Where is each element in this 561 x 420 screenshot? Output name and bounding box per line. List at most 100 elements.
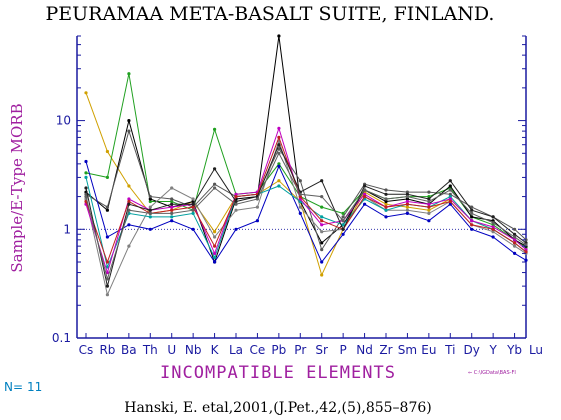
data-point xyxy=(427,190,431,194)
data-point xyxy=(384,192,388,196)
data-point xyxy=(341,219,345,223)
data-point xyxy=(363,202,367,206)
data-point xyxy=(148,215,152,219)
data-point xyxy=(320,260,324,264)
data-point xyxy=(255,197,259,201)
data-point xyxy=(341,223,345,227)
data-point xyxy=(470,223,474,227)
data-point xyxy=(470,219,474,223)
data-point xyxy=(524,250,528,254)
data-point xyxy=(170,211,174,215)
data-point xyxy=(448,188,452,192)
x-tick-label: Rb xyxy=(99,343,115,357)
n-label: N= xyxy=(4,380,23,394)
data-point xyxy=(320,215,324,219)
data-point xyxy=(191,211,195,215)
data-point xyxy=(470,208,474,212)
x-tick-label: Cs xyxy=(79,343,94,357)
data-point xyxy=(320,223,324,227)
data-point xyxy=(470,227,474,231)
data-point xyxy=(448,184,452,188)
data-point xyxy=(127,199,131,204)
data-point xyxy=(320,230,324,234)
x-axis-ticks: Cs Rb Ba Th U Nb K La Ce Pb Pr Sr P Nd Zr Sm Eu Ti Dy Y Yb Lu xyxy=(79,333,543,357)
data-point xyxy=(491,221,495,225)
data-point xyxy=(213,167,217,171)
data-point xyxy=(513,227,517,231)
data-point xyxy=(170,186,174,190)
data-point xyxy=(170,215,174,219)
x-tick-label: K xyxy=(211,343,220,357)
data-point xyxy=(148,208,152,212)
data-point xyxy=(148,195,152,199)
x-tick-label: Nd xyxy=(356,343,373,357)
data-point xyxy=(491,225,495,229)
data-point xyxy=(298,179,302,183)
data-point xyxy=(105,175,109,179)
data-point xyxy=(277,179,281,183)
data-point xyxy=(148,199,152,204)
data-point xyxy=(105,293,109,297)
series-line-11 xyxy=(85,152,527,281)
data-point xyxy=(191,202,195,206)
data-point xyxy=(320,195,324,199)
series-line-9 xyxy=(85,135,527,264)
x-tick-label: Yb xyxy=(506,343,522,357)
data-point xyxy=(84,195,88,199)
x-tick-label: Dy xyxy=(464,343,480,357)
data-point xyxy=(105,149,109,154)
data-point xyxy=(524,258,528,262)
x-tick-label: U xyxy=(167,343,176,357)
data-point xyxy=(513,251,517,255)
x-tick-label: Nb xyxy=(185,343,202,357)
data-point xyxy=(234,202,238,206)
data-point xyxy=(127,129,131,133)
data-point xyxy=(363,184,367,188)
series-line-8 xyxy=(85,126,527,275)
data-point xyxy=(405,202,409,206)
data-point xyxy=(213,235,217,239)
data-point xyxy=(384,205,388,209)
data-point xyxy=(213,260,217,264)
data-point xyxy=(363,192,367,196)
y-axis-ticks: 0.1 1 10 xyxy=(52,35,526,345)
data-point xyxy=(170,197,174,201)
series-group xyxy=(84,34,528,297)
data-point xyxy=(105,205,109,209)
data-point xyxy=(213,255,217,260)
data-point xyxy=(405,211,409,215)
x-axis-label: INCOMPATIBLE ELEMENTS xyxy=(160,363,396,383)
x-tick-label: Pb xyxy=(271,343,286,357)
data-point xyxy=(320,179,324,183)
data-point xyxy=(234,227,238,231)
x-tick-label: Sm xyxy=(398,343,417,357)
data-point xyxy=(470,215,474,219)
data-point xyxy=(191,208,195,212)
data-point xyxy=(105,277,109,281)
data-point xyxy=(491,230,495,234)
data-point xyxy=(213,186,217,190)
series-line-10 xyxy=(85,143,527,287)
series-line-4 xyxy=(85,129,527,251)
data-point xyxy=(448,195,452,199)
data-point xyxy=(524,243,528,247)
data-point xyxy=(341,211,345,215)
data-point xyxy=(84,91,88,95)
data-point xyxy=(213,230,217,234)
data-point xyxy=(127,197,131,201)
data-point xyxy=(298,205,302,209)
x-tick-label: P xyxy=(340,343,347,357)
data-point xyxy=(84,175,88,179)
data-point xyxy=(427,219,431,223)
data-point xyxy=(234,195,238,199)
x-tick-label: Y xyxy=(488,343,497,357)
y-tick-label: 0.1 xyxy=(52,331,71,345)
data-point xyxy=(448,202,452,206)
data-point xyxy=(191,197,195,201)
x-tick-label: Ce xyxy=(250,343,266,357)
series-line-5 xyxy=(85,139,527,297)
data-point xyxy=(405,205,409,209)
data-point xyxy=(363,188,367,192)
data-point xyxy=(491,235,495,239)
